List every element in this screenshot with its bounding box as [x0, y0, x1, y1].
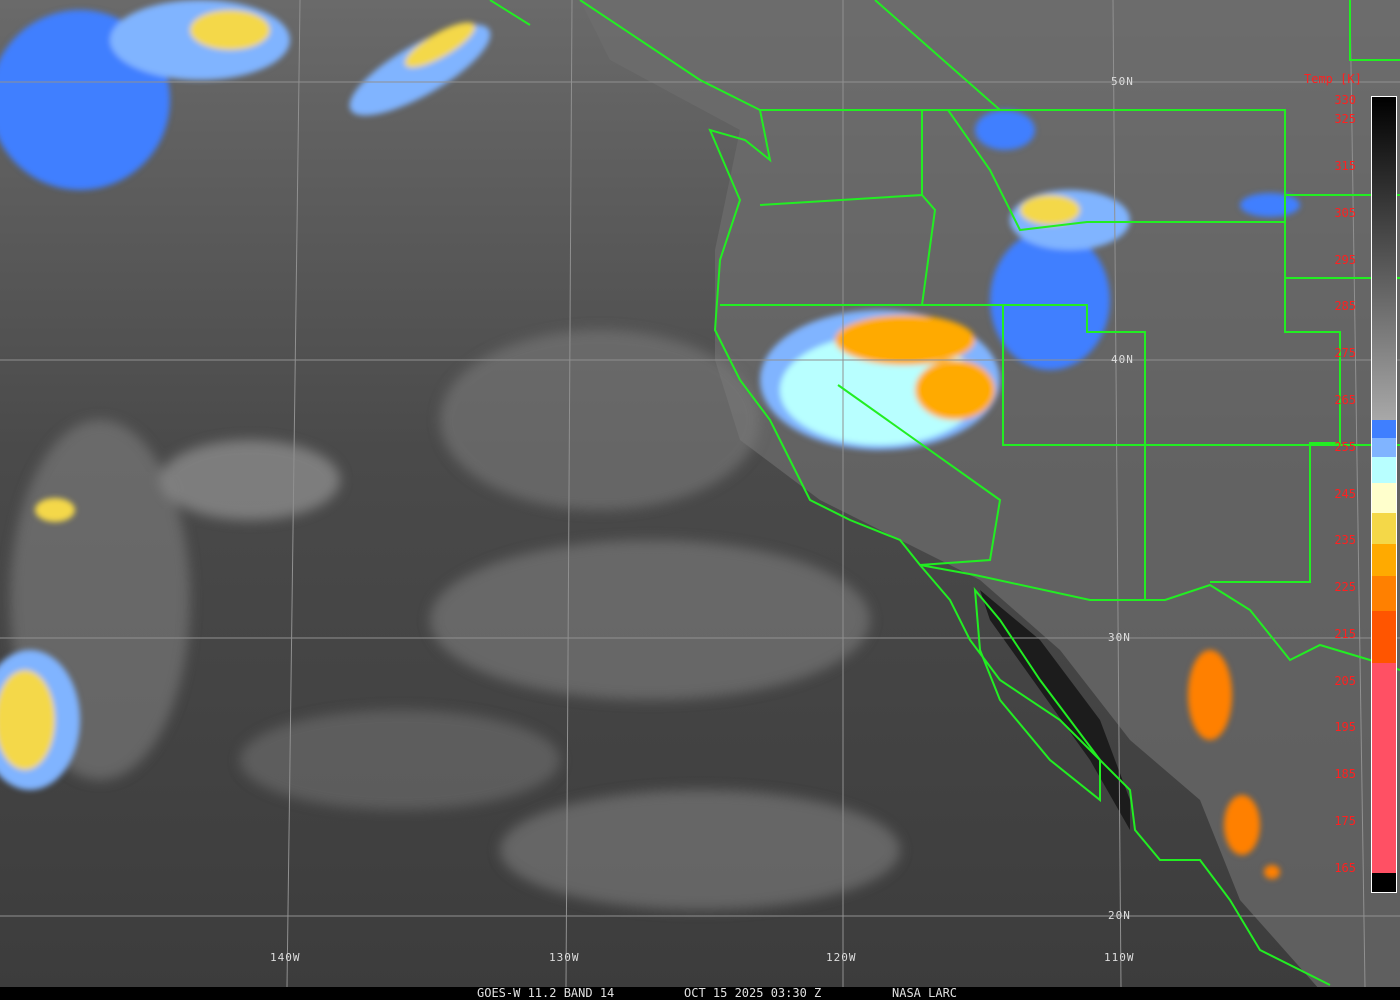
- colorbar-tick-label: 255: [1334, 439, 1356, 454]
- colorbar-tick-label: 325: [1334, 112, 1356, 127]
- colorbar-segment: [1372, 576, 1396, 612]
- colorbar-segment: [1372, 482, 1396, 514]
- colorbar-tick-label: 175: [1334, 813, 1356, 828]
- caption-sensor: GOES-W 11.2 BAND 14: [477, 986, 615, 1000]
- convective-clouds: [0, 0, 1300, 879]
- colorbar-tick-label: 195: [1334, 720, 1356, 735]
- caption-datetime: OCT 15 2025 03:30 Z: [684, 986, 822, 1000]
- image-caption: GOES-W 11.2 BAND 14 OCT 15 2025 03:30 Z …: [0, 987, 1400, 1000]
- colorbar-segment: [1372, 662, 1396, 874]
- colorbar-tick-label: 185: [1334, 767, 1356, 782]
- colorbar-tick-label: 225: [1334, 580, 1356, 595]
- colorbar-tick-label: 245: [1334, 486, 1356, 501]
- colorbar-tick-label: 285: [1334, 299, 1356, 314]
- lat-label-20n: 20N: [1108, 909, 1131, 922]
- temperature-colorbar: [1371, 96, 1397, 893]
- colorbar-tick-label: 330: [1334, 93, 1356, 107]
- colorbar-title: Temp [K]: [1304, 72, 1362, 86]
- colorbar-segment: [1372, 611, 1396, 663]
- lat-label-30n: 30N: [1108, 631, 1131, 644]
- colorbar-tick-label: 305: [1334, 205, 1356, 220]
- lon-label-120w: 120W: [826, 951, 857, 964]
- colorbar-segment: [1372, 513, 1396, 544]
- caption-source: NASA LARC: [892, 986, 958, 1000]
- colorbar-segment: [1372, 543, 1396, 577]
- colorbar-segment: [1372, 457, 1396, 483]
- colorbar-segment: [1372, 419, 1396, 439]
- coastline-borders: [489, 0, 1400, 986]
- colorbar-tick-label: 215: [1334, 626, 1356, 641]
- colorbar-tick-label: 205: [1334, 673, 1356, 688]
- colorbar-segment: [1372, 873, 1396, 892]
- colorbar-tick-label: 315: [1334, 159, 1356, 174]
- colorbar-segment: [1372, 438, 1396, 458]
- colorbar-tick-label: 295: [1334, 252, 1356, 267]
- lat-label-40n: 40N: [1111, 353, 1134, 366]
- colorbar-tick-label: 275: [1334, 346, 1356, 361]
- colorbar-tick-label: 165: [1334, 860, 1356, 875]
- lon-label-140w: 140W: [270, 951, 301, 964]
- lon-label-130w: 130W: [549, 951, 580, 964]
- colorbar-tick-label: 265: [1334, 392, 1356, 407]
- colorbar-tick-label: 235: [1334, 533, 1356, 548]
- colorbar-segment: [1372, 97, 1396, 420]
- lon-label-110w: 110W: [1104, 951, 1135, 964]
- lat-label-50n: 50N: [1111, 75, 1134, 88]
